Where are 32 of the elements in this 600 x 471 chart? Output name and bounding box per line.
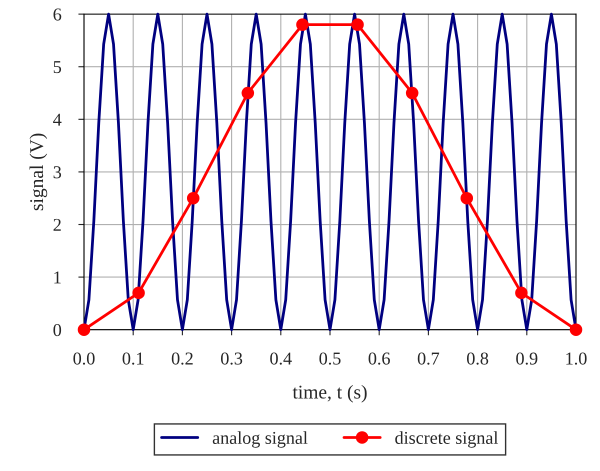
point	[132, 286, 145, 300]
legend-label: analog signal	[212, 431, 308, 448]
x-tick-label: 0.3	[221, 352, 242, 365]
x-tick-label: 0.4	[270, 352, 292, 365]
y-tick-label: 1	[54, 271, 61, 284]
x-tick-label: 0.9	[516, 352, 538, 365]
x-axis-title: time, t (s)	[292, 384, 367, 403]
point	[460, 192, 474, 204]
y-tick-label: 5	[54, 61, 62, 74]
point	[406, 86, 418, 100]
point	[570, 323, 582, 336]
point	[351, 18, 364, 31]
y-tick-label: 3	[54, 166, 62, 178]
y-tick-label: 6	[54, 8, 62, 21]
y-tick-label: 0	[53, 324, 62, 336]
x-tick-label: 0.2	[172, 352, 193, 365]
y-axis-title: signal (V)	[30, 134, 48, 210]
point	[78, 323, 90, 336]
legend-label: discrete signal	[395, 431, 498, 448]
y-tick-label: 2	[54, 218, 61, 231]
x-tick-label: 0.1	[122, 352, 144, 365]
x-tick-label: 0.0	[73, 352, 95, 365]
x-tick-label: 0.8	[467, 352, 488, 365]
y-tick-label: 4	[53, 114, 62, 126]
point	[242, 86, 254, 100]
x-tick-label: 0.6	[368, 352, 390, 365]
x-tick-label: 0.5	[319, 352, 341, 365]
x-tick-label: 0.7	[418, 352, 440, 365]
point	[296, 18, 309, 31]
point	[186, 192, 200, 204]
point	[515, 286, 528, 300]
x-tick-label: 1.0	[566, 352, 587, 365]
